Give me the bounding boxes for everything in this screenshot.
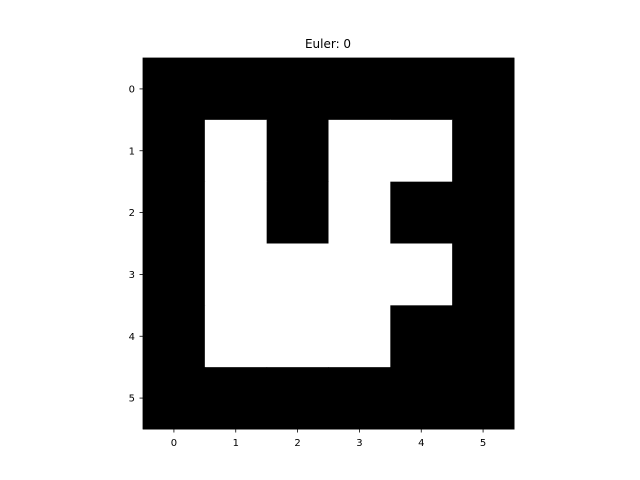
heatmap-cell-r1-c2 [266,119,329,183]
heatmap-cells [143,58,515,430]
heatmap-cell-r1-c1 [204,119,268,183]
heatmap-cell-r2-c5 [452,181,515,244]
y-tick-label-5: 5 [129,394,135,405]
x-tick-label-2: 2 [294,438,300,449]
heatmap-cell-r5-c0 [143,367,206,430]
heatmap-cell-r2-c1 [204,181,268,244]
x-axis: 0 1 2 3 4 5 [171,429,486,449]
heatmap-cell-r5-c5 [452,367,515,430]
y-axis: 0 1 2 3 4 5 [129,84,143,405]
heatmap-cell-r5-c2 [266,367,329,430]
heatmap-cell-r0-c4 [390,58,453,121]
heatmap-cell-r3-c3 [328,243,391,306]
x-tick-label-5: 5 [480,438,486,449]
y-tick-label-1: 1 [129,146,135,157]
heatmap-cell-r3-c0 [143,243,206,306]
heatmap-cell-r5-c3 [328,367,391,430]
heatmap-cell-r4-c1 [204,305,268,368]
y-tick-label-3: 3 [129,270,135,281]
heatmap-cell-r4-c3 [328,305,391,368]
x-tick-label-1: 1 [233,438,239,449]
heatmap-cell-r3-c2 [266,243,329,306]
heatmap-cell-r4-c0 [143,305,206,368]
x-tick-label-0: 0 [171,438,177,449]
heatmap-cell-r5-c1 [204,367,268,430]
heatmap-cell-r5-c4 [390,367,453,430]
heatmap-cell-r1-c4 [390,119,453,183]
heatmap-cell-r2-c2 [266,181,329,244]
heatmap-cell-r0-c5 [452,58,515,121]
heatmap-cell-r2-c0 [143,181,206,244]
heatmap-cell-r3-c1 [204,243,268,306]
heatmap-cell-r1-c5 [452,119,515,183]
heatmap-cell-r2-c4 [390,181,453,244]
y-tick-label-0: 0 [129,84,135,95]
heatmap-cell-r0-c1 [204,58,268,121]
heatmap-cell-r3-c4 [390,243,453,306]
heatmap-cell-r4-c2 [266,305,329,368]
y-tick-label-2: 2 [129,208,135,219]
x-tick-label-3: 3 [356,438,362,449]
heatmap-cell-r3-c5 [452,243,515,306]
x-tick-label-4: 4 [418,438,424,449]
axes-frame [142,57,515,430]
heatmap-cell-r0-c2 [266,58,329,121]
y-tick-label-4: 4 [129,332,135,343]
heatmap-cell-r4-c5 [452,305,515,368]
heatmap-cell-r1-c0 [143,119,206,183]
heatmap-cell-r4-c4 [390,305,453,368]
heatmap-cell-r0-c3 [328,58,391,121]
chart-title: Euler: 0 [305,37,351,51]
heatmap-cell-r2-c3 [328,181,391,244]
heatmap-cell-r1-c3 [328,119,391,183]
heatmap-cell-r0-c0 [143,58,206,121]
